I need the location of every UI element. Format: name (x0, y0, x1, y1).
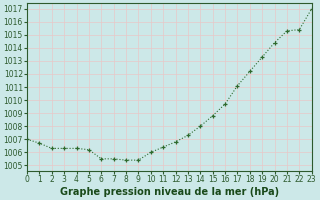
X-axis label: Graphe pression niveau de la mer (hPa): Graphe pression niveau de la mer (hPa) (60, 187, 279, 197)
